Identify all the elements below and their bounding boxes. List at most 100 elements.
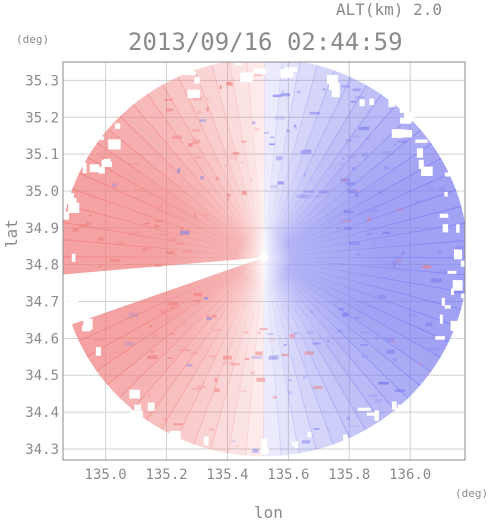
edge-gap (82, 325, 91, 332)
speckle (257, 331, 261, 335)
speckle (426, 186, 435, 190)
speckle (168, 302, 178, 306)
speckle (374, 398, 383, 404)
speckle (78, 223, 89, 227)
speckle (272, 395, 277, 399)
speckle (128, 312, 138, 318)
speckle (322, 88, 326, 91)
edge-gap (369, 98, 375, 106)
altitude-label: ALT(km) 2.0 (336, 0, 442, 19)
speckle (229, 155, 238, 160)
tick-labels: 135.0 135.2 135.4 135.6 135.8 136.0 34.3 34.4 34… (25, 73, 431, 483)
speckle (254, 127, 260, 131)
edge-gap (415, 139, 428, 143)
edge-gap (74, 305, 81, 317)
speckle (110, 351, 121, 354)
speckle (254, 72, 262, 77)
edge-gap (374, 410, 379, 421)
speckle (359, 343, 368, 346)
speckle (392, 357, 398, 362)
speckle (281, 353, 290, 357)
speckle (340, 85, 351, 88)
speckle (336, 329, 343, 333)
edge-gap (83, 318, 93, 330)
edge-gap (184, 70, 195, 76)
edge-gap (203, 436, 209, 446)
speckle (252, 448, 259, 453)
edge-gap (331, 86, 340, 98)
x-axis-label: lon (254, 503, 283, 522)
speckle (211, 315, 217, 318)
speckle (204, 297, 208, 300)
edge-gap (450, 320, 463, 331)
speckle (154, 224, 159, 228)
speckle (133, 245, 136, 248)
speckle (144, 222, 151, 225)
speckle (336, 226, 340, 229)
edge-gap (420, 166, 433, 176)
speckle (318, 190, 329, 194)
speckle (223, 355, 232, 360)
speckle (360, 331, 370, 334)
speckle (348, 241, 360, 246)
y-tick-label: 35.0 (25, 184, 59, 200)
speckle (312, 342, 321, 345)
edge-gap (326, 75, 339, 84)
speckle (208, 355, 217, 358)
speckle (196, 385, 207, 389)
speckle (348, 189, 357, 194)
speckle (309, 194, 321, 198)
speckle (244, 331, 248, 334)
speckle (293, 124, 297, 128)
speckle (437, 250, 443, 254)
edge-gap (240, 72, 253, 83)
edge-gap (397, 404, 402, 412)
speckle (419, 361, 422, 366)
edge-gap (291, 441, 295, 447)
speckle (355, 192, 359, 197)
speckle (394, 389, 405, 393)
y-tick-label: 35.2 (25, 110, 59, 126)
speckle (310, 311, 314, 313)
speckle (401, 251, 406, 255)
speckle (206, 98, 210, 101)
speckle (375, 336, 379, 341)
speckle (302, 375, 307, 380)
edge-gap (416, 148, 424, 158)
edge-gap (52, 249, 60, 258)
speckle (171, 135, 183, 139)
speckle (345, 139, 353, 142)
speckle (206, 317, 212, 320)
speckle (348, 211, 354, 213)
speckle (251, 355, 263, 360)
speckle (206, 107, 209, 112)
speckle (180, 349, 191, 352)
speckle (439, 187, 446, 191)
edge-gap (439, 314, 443, 324)
speckle (348, 425, 359, 427)
speckle (169, 166, 173, 169)
speckle (365, 137, 369, 140)
speckle (354, 95, 365, 99)
speckle (350, 100, 357, 103)
x-tick-label: 135.2 (145, 467, 187, 483)
speckle (166, 251, 175, 255)
edge-gap (343, 434, 348, 446)
edge-gap (391, 401, 397, 410)
speckle (183, 323, 186, 328)
edge-gap (77, 350, 84, 358)
speckle (366, 233, 373, 236)
speckle (170, 332, 175, 335)
speckle (344, 227, 353, 231)
speckle (397, 140, 407, 143)
speckle (168, 237, 177, 241)
speckle (180, 227, 184, 230)
edge-gap (366, 412, 379, 416)
edge-gap (400, 117, 412, 124)
speckle (150, 350, 154, 353)
speckle (160, 309, 166, 313)
edge-gap (89, 164, 100, 173)
edge-gap (328, 82, 340, 91)
y-tick-label: 34.9 (25, 221, 59, 237)
edge-gap (453, 249, 462, 260)
